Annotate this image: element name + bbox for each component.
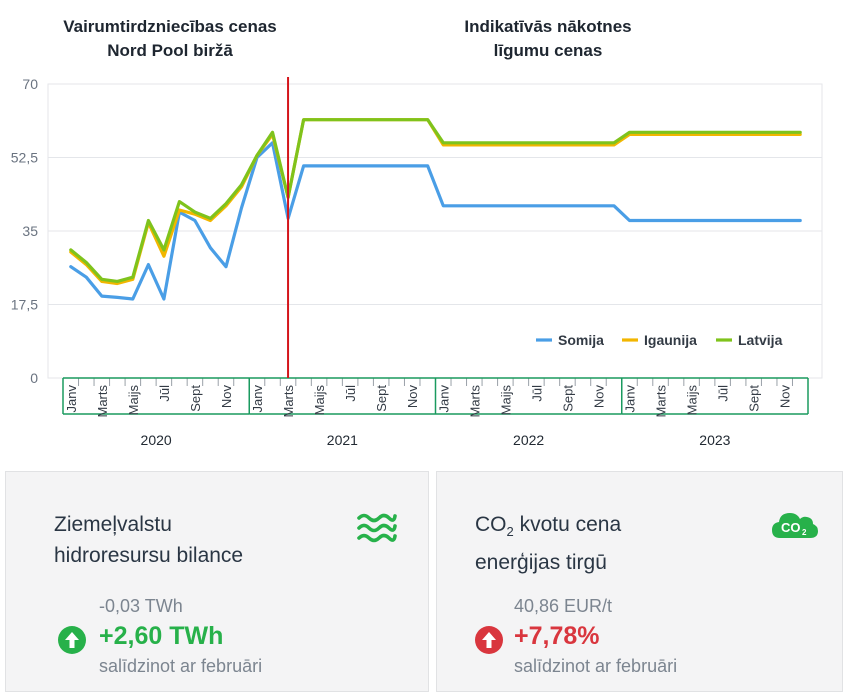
month-label: Nov (405, 385, 420, 409)
month-label: Marts (281, 385, 296, 418)
left-chart-header: Vairumtirdzniecības cenas Nord Pool birž… (40, 15, 300, 63)
y-tick-label: 17,5 (11, 297, 38, 313)
month-label: Marts (467, 385, 482, 418)
right-chart-header: Indikatīvās nākotnes līgumu cenas (418, 15, 678, 63)
arrow-up-icon (58, 626, 86, 654)
month-label: Marts (95, 385, 110, 418)
co2-previous-value: 40,86 EUR/t (514, 596, 613, 616)
hydro-title-line1: Ziemeļvalstu (54, 513, 172, 536)
year-label: 2023 (699, 432, 730, 448)
year-label: 2021 (327, 432, 358, 448)
month-label: Nov (778, 385, 793, 409)
hydro-card-title: Ziemeļvalstu hidroresursu bilance (54, 509, 243, 571)
co2-price-card: CO2 kvotu cena enerģijas tirgū CO 2 40,8… (436, 471, 843, 692)
month-label: Jūl (716, 385, 731, 402)
month-label: Nov (591, 385, 606, 409)
month-label: Janv (436, 385, 451, 413)
legend-label: Somija (558, 332, 604, 348)
right-header-line2: līgumu cenas (493, 41, 603, 60)
series-line-somija (69, 141, 802, 301)
co2-comparison-text: salīdzinot ar februāri (514, 656, 678, 676)
water-waves-icon (356, 512, 398, 549)
month-label: Sept (560, 385, 575, 412)
month-label: Janv (250, 385, 265, 413)
month-label: Janv (623, 385, 638, 413)
month-label: Nov (219, 385, 234, 409)
month-label: Maijs (685, 385, 700, 416)
y-tick-label: 0 (30, 370, 38, 386)
co2-cloud-icon: CO 2 (770, 509, 820, 546)
month-label: Maijs (312, 385, 327, 416)
hydro-comparison-text: salīdzinot ar februāri (99, 656, 263, 676)
month-label: Janv (64, 385, 79, 413)
co2-title-line1: CO2 kvotu cena (475, 513, 622, 540)
right-header-line1: Indikatīvās nākotnes (464, 17, 632, 36)
month-label: Sept (747, 385, 762, 412)
co2-title-line2: enerģijas tirgū (475, 551, 607, 575)
month-label: Maijs (126, 385, 141, 416)
hydro-title-line2: hidroresursu bilance (54, 544, 244, 567)
legend-label: Latvija (738, 332, 783, 348)
series-line-latvija (69, 118, 802, 283)
y-tick-label: 70 (22, 76, 38, 92)
co2-change-value: +7,78% (514, 622, 600, 650)
month-label: Marts (654, 385, 669, 418)
legend-label: Igaunija (644, 332, 697, 348)
y-tick-label: 35 (22, 223, 38, 239)
svg-text:CO: CO (781, 520, 801, 535)
month-label: Jūl (529, 385, 544, 402)
month-label: Jūl (157, 385, 172, 402)
hydro-balance-card: Ziemeļvalstu hidroresursu bilance -0,03 … (5, 471, 429, 692)
left-header-line1: Vairumtirdzniecības cenas (63, 17, 277, 36)
month-label: Maijs (498, 385, 513, 416)
year-label: 2020 (141, 432, 172, 448)
y-tick-label: 52,5 (11, 150, 38, 166)
hydro-previous-value: -0,03 TWh (99, 596, 183, 616)
year-label: 2022 (513, 432, 544, 448)
left-header-line2: Nord Pool biržā (107, 41, 233, 60)
arrow-up-icon (475, 626, 503, 654)
price-line-chart: 0 17,5 35 52,5 70 2020 2021 2022 2023 Janv Marts Ma… (11, 76, 823, 448)
svg-text:2: 2 (802, 528, 807, 537)
month-label: Sept (374, 385, 389, 412)
month-label: Jūl (343, 385, 358, 402)
co2-card-title: CO2 kvotu cena enerģijas tirgū (475, 509, 621, 578)
hydro-change-value: +2,60 TWh (99, 622, 224, 650)
month-label: Sept (188, 385, 203, 412)
